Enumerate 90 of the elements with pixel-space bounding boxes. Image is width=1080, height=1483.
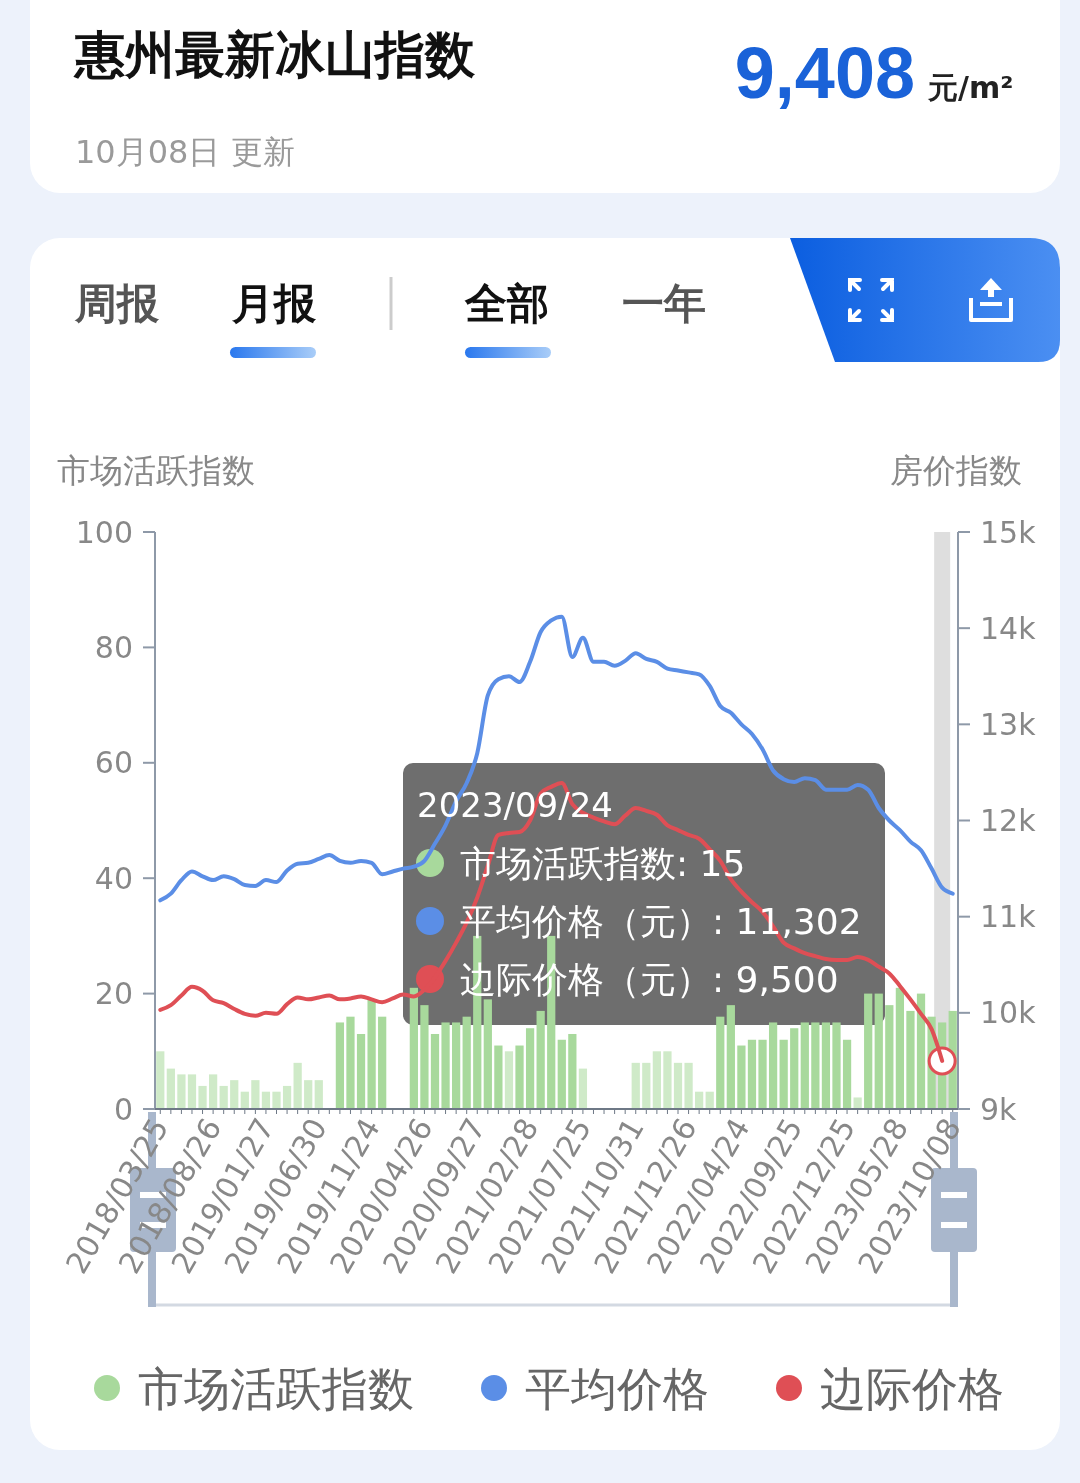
text: 月报 [231,279,317,328]
bar [568,1033,577,1109]
y2-tick-label: 15k [980,514,1037,550]
bar [367,999,376,1109]
bar [282,1085,292,1109]
bar [684,1062,693,1109]
bar [525,1028,535,1109]
bar [663,1051,672,1109]
y-tick-label: 100 [75,514,133,550]
bar [578,1068,588,1109]
y2-tick-label: 14k [980,610,1037,646]
bar [166,1068,175,1109]
bar [874,993,883,1109]
text: 全部 [464,279,549,328]
bar [916,993,926,1109]
bar [483,999,492,1109]
bar [462,1016,471,1109]
bar [230,1080,239,1109]
bar [198,1085,207,1109]
bar [452,1022,461,1109]
bar [768,1022,778,1109]
bar [251,1080,260,1109]
bar [695,1091,704,1109]
bar [906,1010,915,1109]
bar [779,1039,788,1109]
bar [441,1022,450,1109]
y-tick-label: 40 [94,860,133,896]
bar [261,1091,271,1109]
bar [378,1016,387,1109]
text: 9,408 [734,33,915,113]
bar [642,1062,651,1109]
bar [272,1091,281,1109]
legend-label: 边际价格 [820,1361,1004,1416]
y2-axis-title: 房价指数 [890,451,1022,490]
bar [346,1016,355,1109]
bar [811,1022,820,1109]
bar [737,1045,746,1109]
bar [504,1051,514,1109]
bar [240,1091,249,1109]
bar [314,1080,323,1109]
bar [864,993,873,1109]
chart-title: 惠州最新冰山指数 [73,26,476,84]
y-tick-label: 0 [113,1091,133,1127]
bar [219,1085,228,1109]
bar [842,1039,852,1109]
y2-tick-label: 9k [980,1091,1018,1127]
bar [652,1051,661,1109]
bar [673,1062,683,1109]
bar [156,1051,165,1109]
y-axis-title: 市场活跃指数 [57,451,255,490]
bar [821,1022,831,1109]
chart-subtitle: 10月08日 更新 [75,133,295,171]
bar [208,1074,218,1109]
bar [790,1028,799,1109]
y2-tick-label: 11k [980,899,1037,935]
text: 周报 [74,279,160,328]
bar [895,987,905,1109]
legend-label: 平均价格 [525,1361,709,1416]
bar [885,1005,894,1109]
y-tick-label: 60 [94,745,133,781]
y2-tick-label: 12k [980,803,1037,838]
bar [853,1097,862,1109]
bar [705,1091,714,1109]
bar [800,1022,809,1109]
bar [631,1062,640,1109]
line-series [158,614,955,903]
bar [177,1074,186,1109]
bar [430,1033,440,1109]
text: 元/m² [927,70,1014,105]
bar [335,1022,345,1109]
y-tick-label: 80 [94,629,133,665]
bar [420,1005,429,1109]
y2-tick-label: 13k [980,706,1037,742]
bar [293,1062,302,1109]
text: 一年 [622,279,706,328]
bar [515,1045,524,1109]
bar [494,1045,503,1109]
bar [716,1016,725,1109]
bar [304,1080,313,1109]
bar [832,1022,841,1109]
bar [557,1039,566,1109]
bar [187,1074,197,1109]
bar [409,987,418,1109]
bar [758,1039,767,1109]
y2-tick-label: 10k [980,995,1037,1031]
y-tick-label: 20 [94,976,133,1012]
bar [747,1039,757,1109]
bar [536,1010,545,1109]
bar [356,1033,366,1109]
bar [726,1005,735,1109]
